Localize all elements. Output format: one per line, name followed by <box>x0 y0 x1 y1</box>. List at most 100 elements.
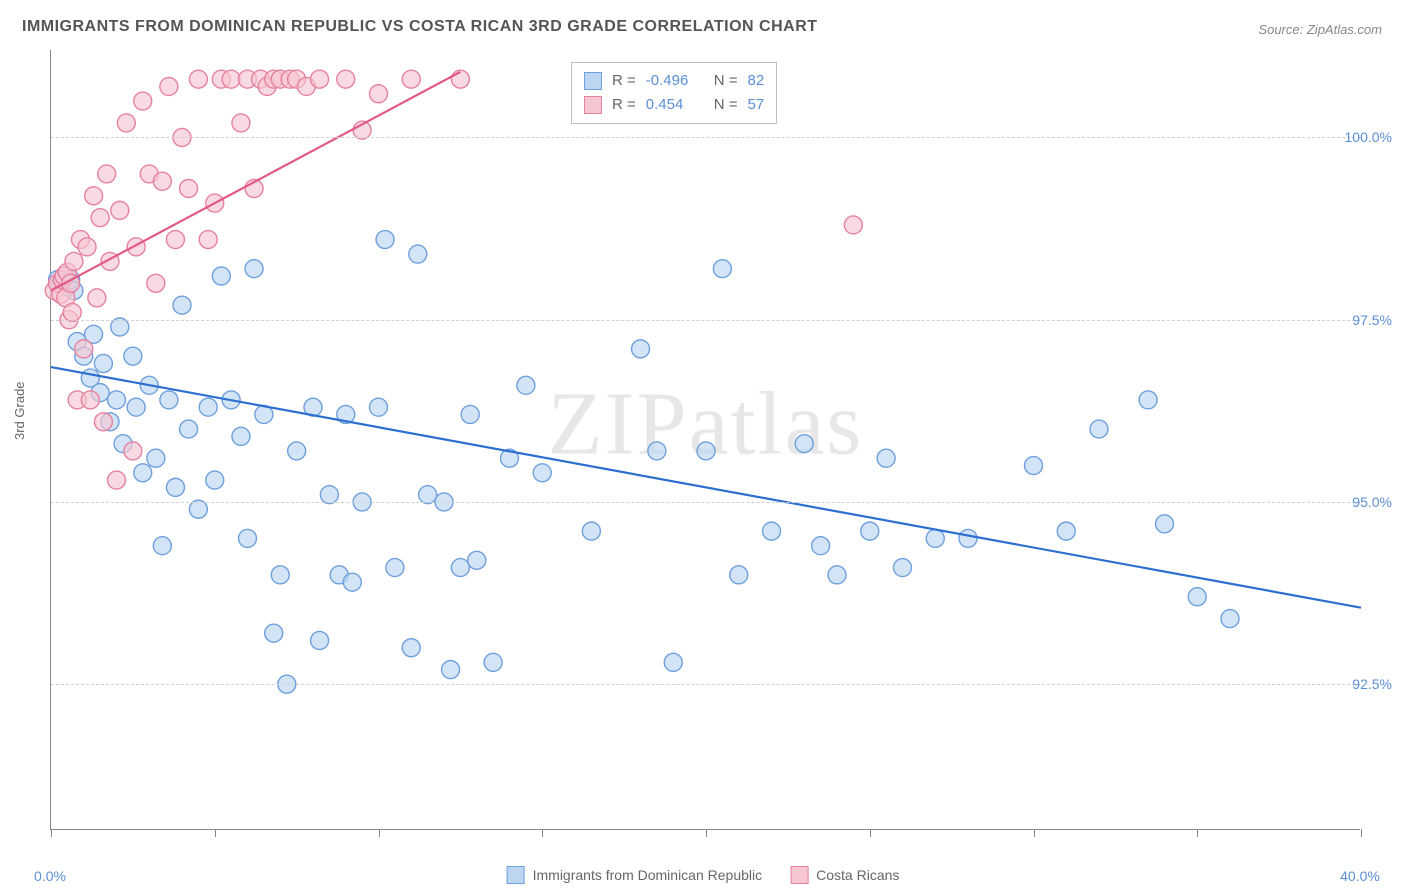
data-point <box>189 70 207 88</box>
data-point <box>147 274 165 292</box>
trend-line <box>51 367 1361 608</box>
data-point <box>402 70 420 88</box>
data-point <box>98 165 116 183</box>
legend-item: Immigrants from Dominican Republic <box>507 866 763 884</box>
data-point <box>409 245 427 263</box>
data-point <box>199 398 217 416</box>
gridline <box>51 684 1360 685</box>
data-point <box>1025 457 1043 475</box>
data-point <box>271 566 289 584</box>
x-tick <box>1361 829 1362 837</box>
legend-r-value: -0.496 <box>646 69 704 93</box>
data-point <box>117 114 135 132</box>
data-point <box>468 551 486 569</box>
legend-n-value: 82 <box>748 69 765 93</box>
legend-n-label: N = <box>714 93 738 117</box>
data-point <box>1090 420 1108 438</box>
legend-row: R =0.454N =57 <box>584 93 764 117</box>
gridline <box>51 320 1360 321</box>
data-point <box>239 529 257 547</box>
data-point <box>134 92 152 110</box>
chart-svg <box>51 50 1360 829</box>
data-point <box>828 566 846 584</box>
legend-swatch <box>507 866 525 884</box>
series-legend: Immigrants from Dominican Republic Costa … <box>507 866 900 884</box>
correlation-legend: R =-0.496N =82R =0.454N =57 <box>571 62 777 124</box>
data-point <box>713 260 731 278</box>
x-tick-label: 40.0% <box>1340 868 1380 884</box>
data-point <box>1139 391 1157 409</box>
legend-swatch <box>584 72 602 90</box>
data-point <box>894 559 912 577</box>
x-tick <box>51 829 52 837</box>
legend-swatch <box>790 866 808 884</box>
data-point <box>664 653 682 671</box>
data-point <box>730 566 748 584</box>
data-point <box>1188 588 1206 606</box>
data-point <box>124 347 142 365</box>
data-point <box>108 471 126 489</box>
data-point <box>88 289 106 307</box>
data-point <box>370 398 388 416</box>
data-point <box>222 70 240 88</box>
data-point <box>844 216 862 234</box>
x-tick <box>215 829 216 837</box>
data-point <box>337 70 355 88</box>
data-point <box>582 522 600 540</box>
data-point <box>65 252 83 270</box>
data-point <box>111 201 129 219</box>
data-point <box>795 435 813 453</box>
data-point <box>153 537 171 555</box>
chart-title: IMMIGRANTS FROM DOMINICAN REPUBLIC VS CO… <box>22 18 818 36</box>
data-point <box>180 180 198 198</box>
data-point <box>63 303 81 321</box>
data-point <box>160 77 178 95</box>
legend-n-label: N = <box>714 69 738 93</box>
data-point <box>75 340 93 358</box>
x-tick <box>542 829 543 837</box>
data-point <box>376 231 394 249</box>
data-point <box>232 427 250 445</box>
data-point <box>370 85 388 103</box>
data-point <box>812 537 830 555</box>
data-point <box>81 391 99 409</box>
data-point <box>265 624 283 642</box>
data-point <box>212 267 230 285</box>
data-point <box>160 391 178 409</box>
legend-swatch <box>584 96 602 114</box>
source-value: ZipAtlas.com <box>1307 22 1382 37</box>
data-point <box>461 405 479 423</box>
data-point <box>147 449 165 467</box>
x-tick <box>706 829 707 837</box>
legend-row: R =-0.496N =82 <box>584 69 764 93</box>
data-point <box>288 442 306 460</box>
data-point <box>311 631 329 649</box>
data-point <box>517 376 535 394</box>
x-tick <box>870 829 871 837</box>
data-point <box>386 559 404 577</box>
y-tick-label: 100.0% <box>1345 129 1392 145</box>
data-point <box>402 639 420 657</box>
data-point <box>926 529 944 547</box>
legend-series-name: Costa Ricans <box>816 867 899 883</box>
legend-series-name: Immigrants from Dominican Republic <box>533 867 763 883</box>
data-point <box>134 464 152 482</box>
data-point <box>1156 515 1174 533</box>
y-tick-label: 92.5% <box>1352 676 1392 692</box>
y-tick-label: 95.0% <box>1352 494 1392 510</box>
x-tick-label: 0.0% <box>34 868 66 884</box>
source-label: Source: <box>1258 22 1303 37</box>
data-point <box>648 442 666 460</box>
y-axis-label: 3rd Grade <box>12 381 27 440</box>
data-point <box>451 559 469 577</box>
data-point <box>697 442 715 460</box>
data-point <box>763 522 781 540</box>
data-point <box>533 464 551 482</box>
data-point <box>1221 610 1239 628</box>
data-point <box>127 398 145 416</box>
data-point <box>343 573 361 591</box>
data-point <box>124 442 142 460</box>
x-tick <box>379 829 380 837</box>
data-point <box>442 661 460 679</box>
source-attribution: Source: ZipAtlas.com <box>1258 22 1382 37</box>
